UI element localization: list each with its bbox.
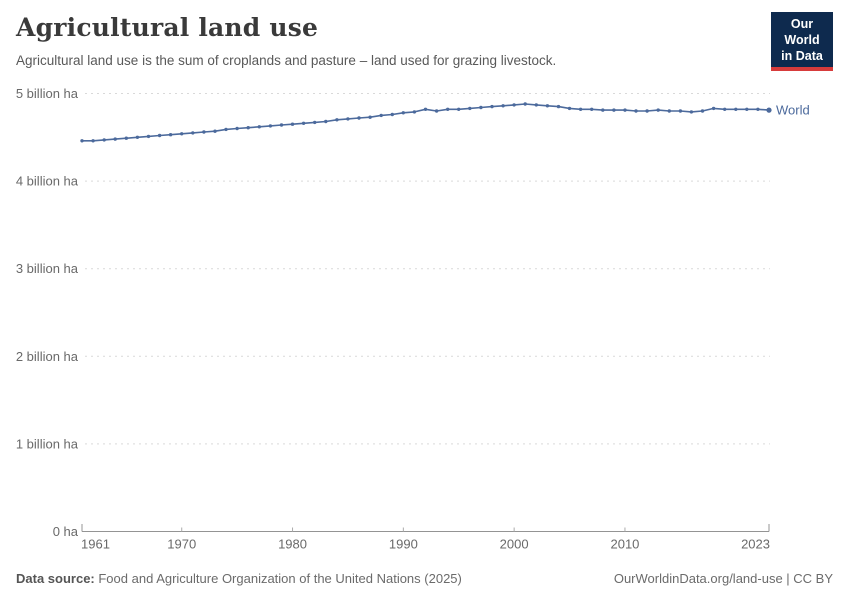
x-axis-label: 1980 bbox=[278, 537, 307, 552]
data-point bbox=[268, 124, 273, 128]
data-point bbox=[490, 104, 494, 109]
chart-subtitle: Agricultural land use is the sum of crop… bbox=[16, 53, 557, 68]
data-point bbox=[446, 107, 450, 112]
data-source-label: Data source: bbox=[16, 571, 95, 586]
data-point bbox=[368, 115, 372, 119]
data-point bbox=[324, 119, 328, 124]
data-point bbox=[191, 131, 195, 135]
data-point bbox=[135, 135, 140, 139]
data-point bbox=[689, 110, 694, 114]
data-point bbox=[745, 107, 749, 112]
data-point bbox=[567, 106, 572, 111]
y-axis-label: 1 billion ha bbox=[16, 436, 79, 451]
data-point bbox=[412, 110, 417, 114]
data-point bbox=[213, 129, 217, 133]
data-point bbox=[634, 109, 638, 113]
data-point bbox=[700, 109, 705, 113]
data-point bbox=[379, 113, 383, 118]
data-point bbox=[180, 132, 184, 136]
data-point bbox=[157, 133, 162, 138]
owid-logo[interactable]: Our World in Data bbox=[771, 12, 833, 71]
data-point bbox=[102, 138, 106, 142]
data-source-text: Food and Agriculture Organization of the… bbox=[94, 571, 462, 586]
x-axis-label: 1961 bbox=[81, 537, 110, 552]
data-point bbox=[257, 125, 261, 129]
data-point bbox=[313, 120, 317, 125]
x-axis-label: 2000 bbox=[500, 537, 529, 552]
data-point bbox=[578, 107, 583, 112]
data-point bbox=[202, 130, 206, 134]
data-point bbox=[224, 127, 228, 132]
world-series-label[interactable]: World bbox=[776, 103, 810, 118]
data-point bbox=[301, 121, 306, 126]
x-axis-label: 1990 bbox=[389, 537, 418, 552]
data-point bbox=[667, 109, 671, 113]
data-point bbox=[235, 126, 239, 131]
data-point bbox=[479, 105, 483, 110]
data-point bbox=[545, 104, 550, 108]
x-axis-label: 2010 bbox=[610, 537, 639, 552]
data-point bbox=[423, 107, 428, 112]
data-point bbox=[401, 111, 405, 115]
data-point bbox=[113, 137, 117, 141]
page-title: Agricultural land use bbox=[16, 13, 319, 42]
data-point bbox=[534, 103, 538, 107]
data-point bbox=[766, 107, 772, 113]
data-point bbox=[711, 106, 716, 111]
data-point bbox=[601, 108, 605, 112]
data-point bbox=[501, 104, 505, 108]
data-point bbox=[246, 126, 250, 130]
data-point bbox=[656, 108, 660, 112]
data-point bbox=[290, 122, 295, 126]
data-point bbox=[590, 107, 594, 112]
data-point bbox=[556, 104, 561, 109]
data-point bbox=[91, 139, 95, 143]
data-point bbox=[645, 109, 649, 113]
y-axis-label: 2 billion ha bbox=[16, 349, 79, 364]
data-point bbox=[168, 133, 173, 137]
owid-logo-line1: Our World bbox=[784, 17, 820, 47]
data-point bbox=[457, 107, 461, 112]
data-point bbox=[734, 107, 738, 112]
data-point bbox=[346, 117, 350, 121]
data-point bbox=[756, 107, 760, 112]
x-axis-label: 2023 bbox=[741, 537, 770, 552]
owid-logo-line2: in Data bbox=[781, 49, 823, 63]
data-point bbox=[678, 109, 683, 113]
data-point bbox=[723, 107, 727, 112]
data-point bbox=[512, 103, 516, 107]
data-point bbox=[523, 102, 527, 106]
data-point bbox=[357, 116, 361, 120]
data-point bbox=[434, 109, 439, 113]
data-point bbox=[612, 108, 616, 112]
data-point bbox=[146, 134, 151, 139]
data-source: Data source: Food and Agriculture Organi… bbox=[16, 571, 462, 586]
data-point bbox=[124, 136, 128, 140]
data-point bbox=[335, 118, 339, 122]
y-axis-label: 0 ha bbox=[53, 524, 79, 539]
y-axis-label: 5 billion ha bbox=[16, 86, 79, 101]
data-point bbox=[468, 106, 472, 111]
data-point bbox=[279, 123, 284, 127]
y-axis-label: 3 billion ha bbox=[16, 261, 79, 276]
x-axis-label: 1970 bbox=[167, 537, 196, 552]
credit-link[interactable]: OurWorldinData.org/land-use | CC BY bbox=[613, 571, 833, 586]
data-point bbox=[390, 112, 394, 117]
data-point bbox=[623, 108, 627, 112]
y-axis-label: 4 billion ha bbox=[16, 174, 79, 189]
data-point bbox=[80, 139, 84, 143]
